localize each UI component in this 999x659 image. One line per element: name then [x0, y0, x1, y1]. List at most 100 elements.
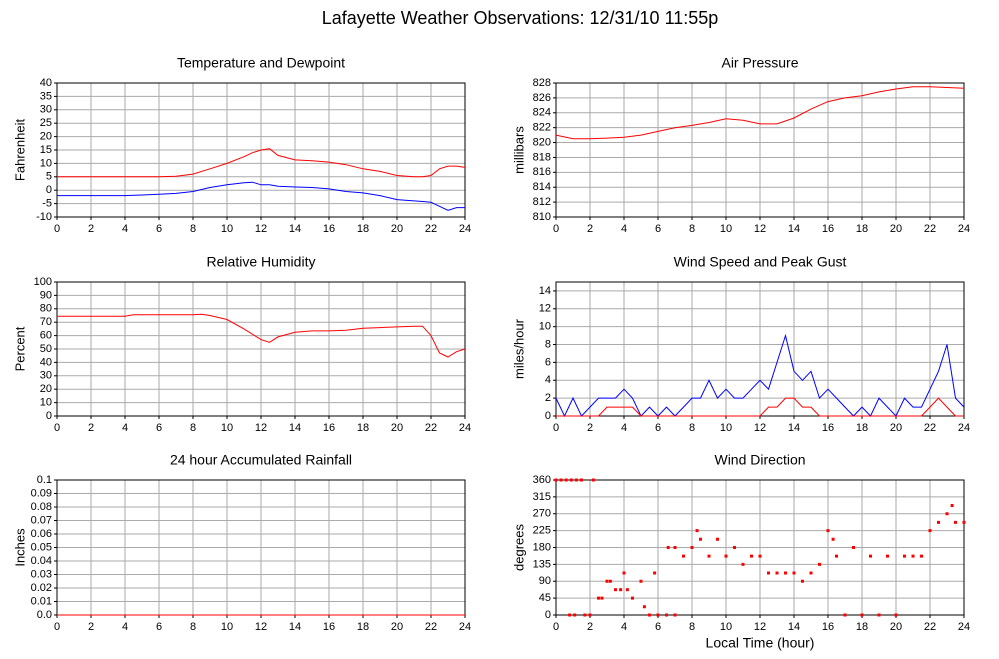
x-tick-label: 22 [425, 422, 437, 434]
y-tick-label: 0.04 [31, 555, 52, 567]
x-tick-label: 12 [255, 621, 267, 633]
point [642, 605, 646, 609]
chart-title: Wind Direction [714, 452, 805, 468]
x-tick-label: 14 [289, 223, 301, 235]
point [673, 613, 677, 617]
x-tick-label: 22 [924, 223, 936, 235]
x-tick-label: 16 [323, 621, 335, 633]
point [605, 579, 609, 583]
x-tick-label: 20 [391, 422, 403, 434]
x-tick-label: 12 [255, 422, 267, 434]
y-tick-label: 30 [40, 370, 52, 382]
series-line [57, 181, 465, 211]
x-tick-label: 10 [221, 223, 233, 235]
point [656, 613, 660, 617]
x-tick-label: 4 [621, 422, 627, 434]
point [600, 596, 604, 600]
point [568, 613, 572, 617]
x-tick-label: 14 [788, 422, 800, 434]
y-tick-label: 4 [545, 374, 551, 386]
x-tick-label: 0 [54, 223, 60, 235]
y-axis-label: Inches [12, 528, 27, 567]
x-tick-label: 2 [587, 422, 593, 434]
point [784, 571, 787, 575]
y-tick-label: 360 [533, 474, 551, 486]
x-tick-label: 6 [655, 223, 661, 235]
y-tick-label: 20 [40, 131, 52, 143]
series-line [57, 313, 466, 358]
x-tick-label: 12 [754, 223, 766, 235]
y-tick-label: 10 [539, 321, 551, 333]
y-tick-label: 814 [533, 181, 551, 193]
point [903, 554, 906, 558]
y-tick-label: 0.05 [31, 541, 52, 553]
y-tick-label: 0.1 [37, 474, 52, 486]
y-tick-label: 0.06 [31, 528, 52, 540]
point [886, 554, 889, 558]
point [920, 554, 923, 558]
point [801, 579, 804, 583]
y-tick-label: 0 [46, 410, 52, 422]
y-tick-label: 10 [40, 397, 52, 409]
point [631, 596, 634, 600]
x-tick-label: 8 [689, 223, 695, 235]
x-tick-label: 18 [357, 422, 369, 434]
series-line [556, 397, 964, 417]
point [573, 613, 577, 617]
x-tick-label: 22 [425, 621, 437, 633]
x-tick-label: 6 [156, 621, 162, 633]
x-tick-label: 10 [720, 621, 732, 633]
x-tick-label: 16 [822, 621, 834, 633]
y-tick-label: 90 [539, 575, 551, 587]
x-tick-label: 10 [221, 621, 233, 633]
point [945, 512, 949, 516]
y-tick-label: 50 [40, 343, 52, 355]
x-tick-label: 8 [689, 422, 695, 434]
point [625, 588, 629, 592]
x-tick-label: 12 [754, 621, 766, 633]
point [937, 520, 940, 524]
y-tick-label: 100 [34, 276, 52, 288]
x-axis-label: Local Time (hour) [706, 635, 815, 651]
x-tick-label: 4 [122, 422, 128, 434]
x-tick-label: 4 [122, 621, 128, 633]
y-tick-label: 70 [40, 316, 52, 328]
point [580, 478, 583, 482]
point [928, 529, 932, 533]
y-tick-label: 60 [40, 330, 52, 342]
x-tick-label: 18 [856, 621, 868, 633]
point [591, 478, 595, 482]
x-tick-label: 8 [190, 621, 196, 633]
x-tick-label: 16 [822, 223, 834, 235]
x-tick-label: 22 [924, 621, 936, 633]
x-tick-label: 0 [553, 223, 559, 235]
y-tick-label: 816 [533, 166, 551, 178]
point [835, 554, 838, 558]
y-tick-label: 2 [545, 392, 551, 404]
point [653, 571, 657, 575]
y-tick-label: -10 [36, 211, 52, 223]
point [682, 554, 685, 558]
x-tick-label: 18 [856, 223, 868, 235]
point [818, 562, 821, 566]
y-tick-label: 315 [533, 491, 551, 503]
y-tick-label: 6 [545, 356, 551, 368]
x-tick-label: 16 [822, 422, 834, 434]
x-tick-label: 14 [289, 422, 301, 434]
x-tick-label: 4 [122, 223, 128, 235]
plot-border [555, 82, 965, 218]
y-tick-label: 225 [533, 525, 551, 537]
y-tick-label: 810 [533, 211, 551, 223]
point [724, 554, 728, 558]
point [826, 529, 830, 533]
x-tick-label: 2 [587, 223, 593, 235]
point [665, 613, 668, 617]
x-tick-label: 6 [655, 422, 661, 434]
x-tick-label: 12 [255, 223, 267, 235]
y-tick-label: 0.02 [31, 582, 52, 594]
x-tick-label: 18 [856, 422, 868, 434]
y-tick-label: 40 [40, 77, 52, 89]
x-tick-label: 0 [54, 422, 60, 434]
x-tick-label: 16 [323, 223, 335, 235]
